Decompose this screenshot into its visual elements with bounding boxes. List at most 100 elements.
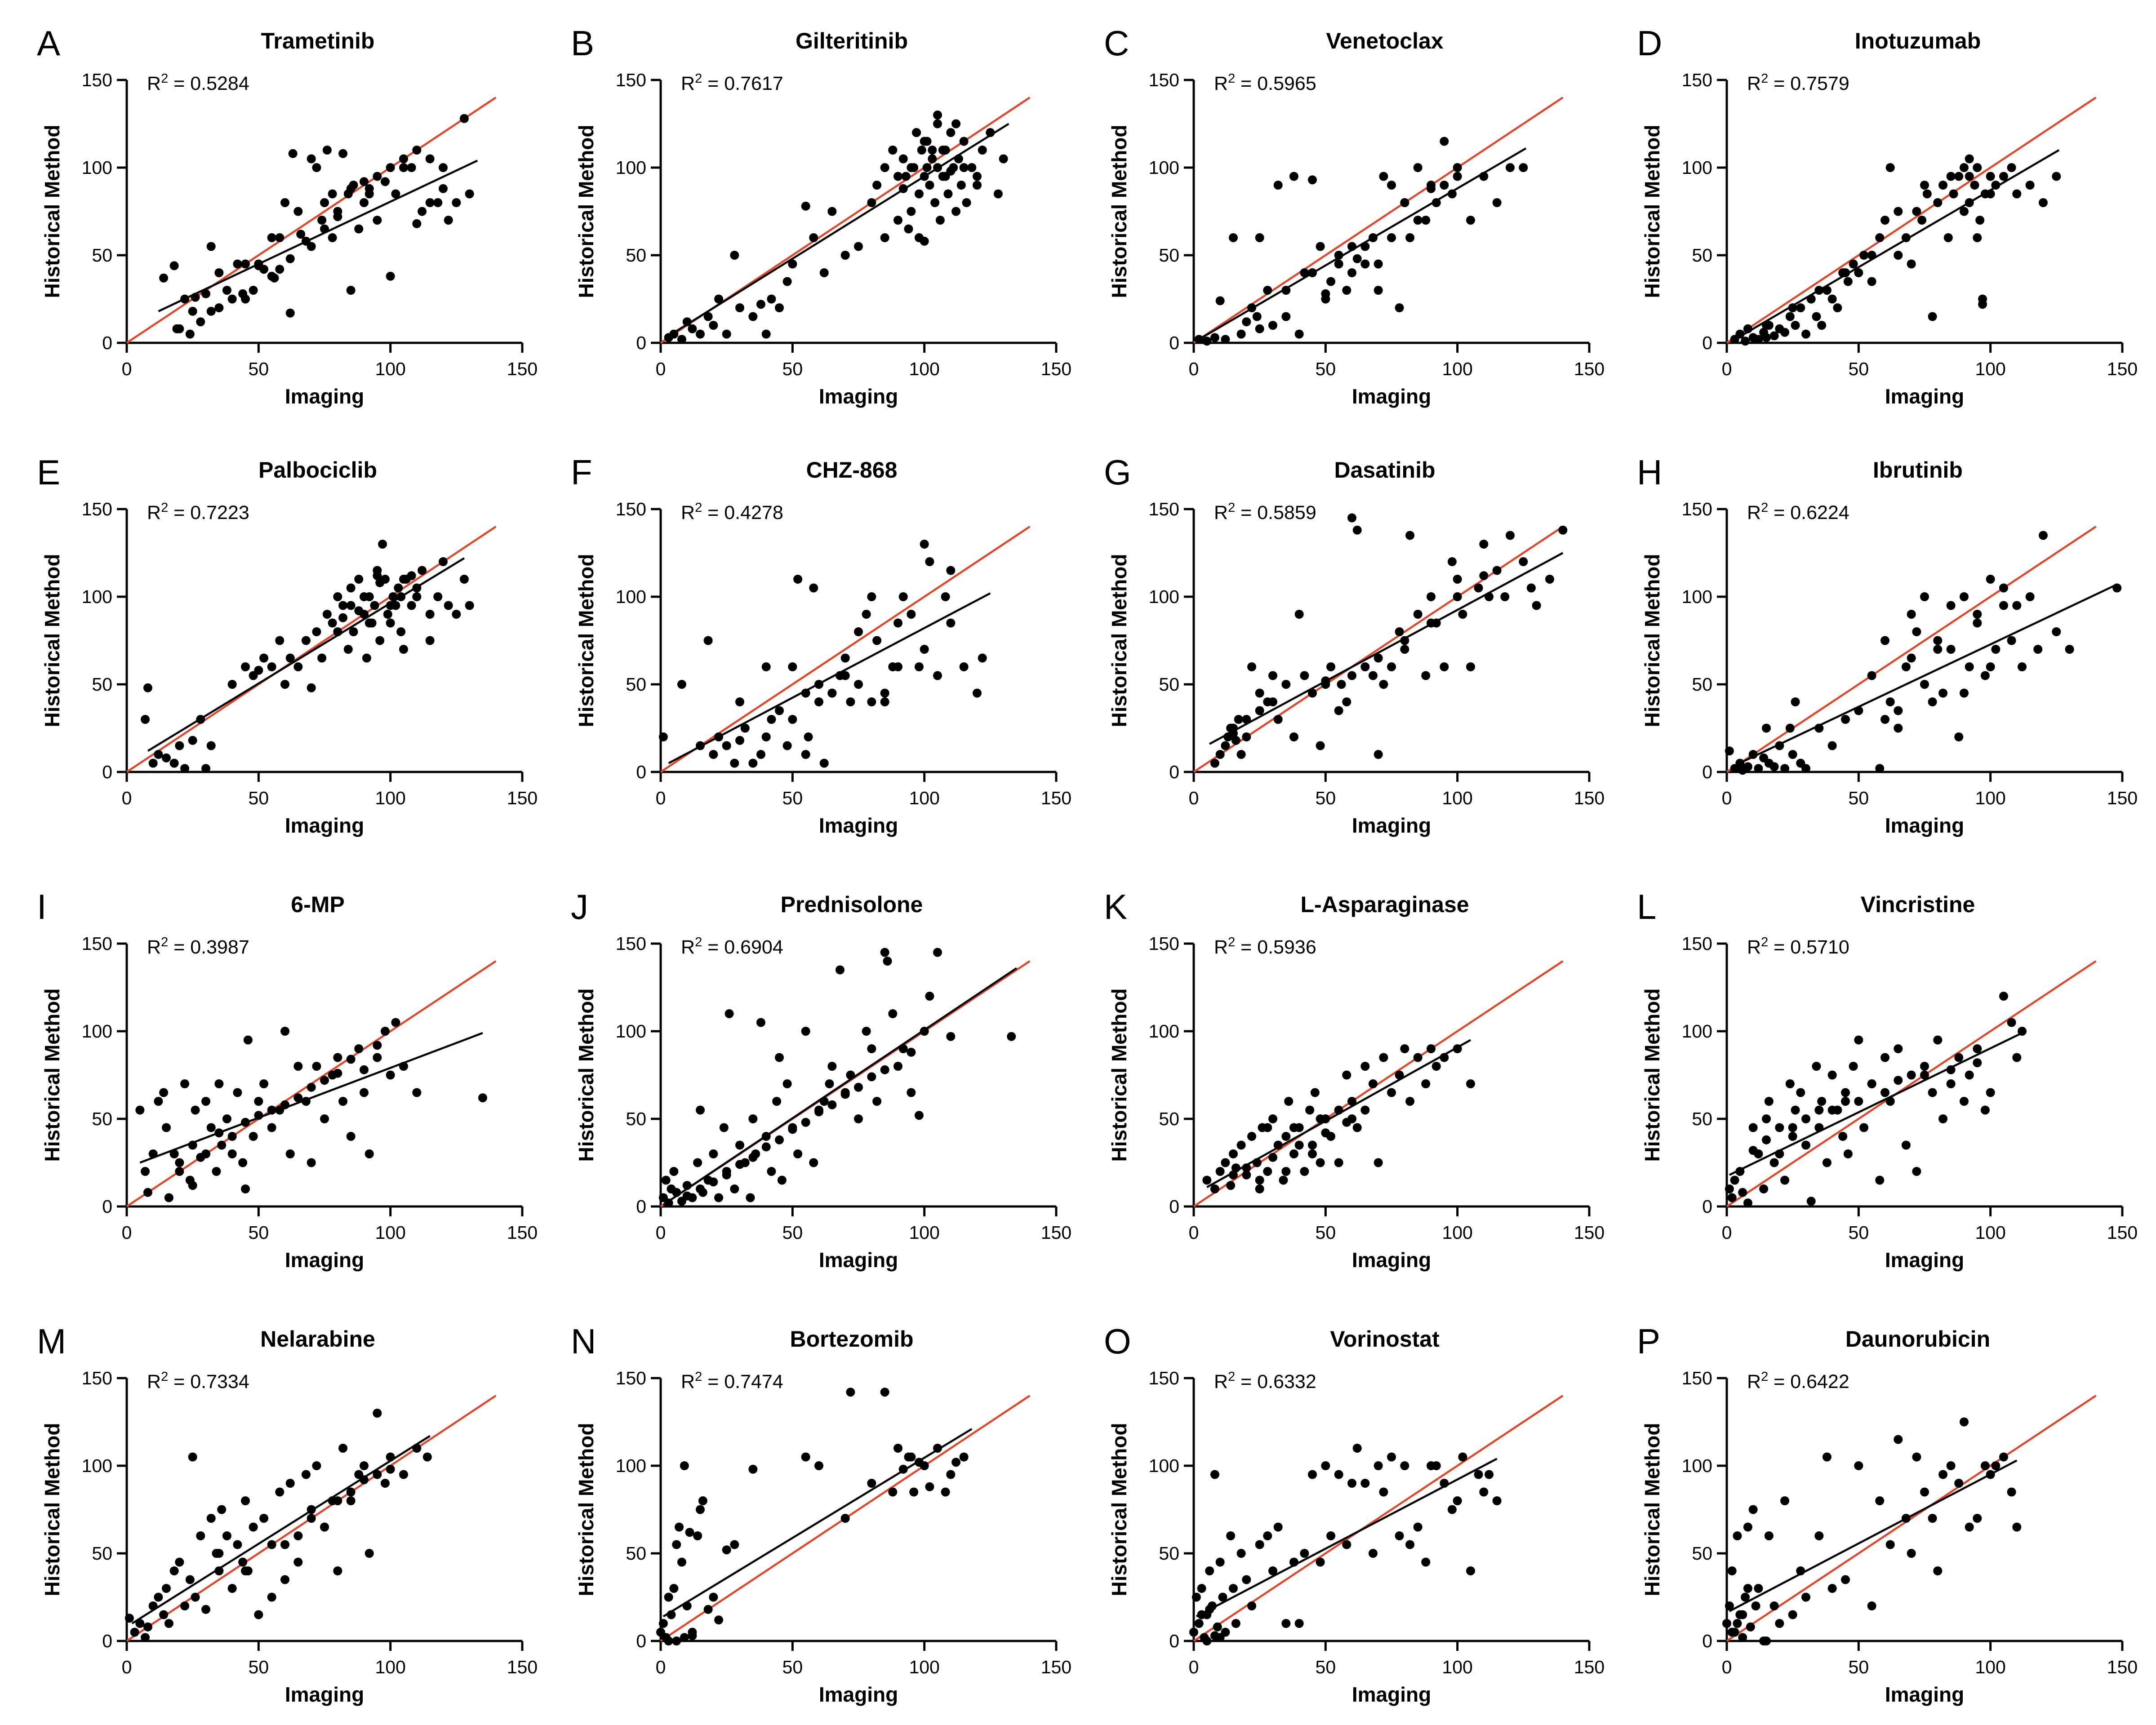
data-point [1875,1496,1885,1505]
r-squared-value: 0.6422 [1790,1371,1849,1392]
data-point [241,1117,250,1127]
data-points [658,540,987,768]
data-point [1334,706,1343,715]
y-tick-label: 50 [626,674,646,695]
data-point [1880,1088,1889,1097]
data-point [1242,715,1251,724]
data-point [1841,1088,1850,1097]
y-axis-title: Historical Method [40,989,64,1162]
panel-letter: G [1104,452,1131,492]
r-squared-value: 0.5710 [1790,936,1849,958]
data-point [439,557,448,566]
data-point [1221,741,1230,750]
data-point [912,128,921,137]
x-tick-label: 150 [1574,1222,1605,1243]
y-tick-label: 0 [636,1196,646,1217]
y-tick-label: 100 [1682,157,1712,178]
data-point [1368,671,1378,680]
data-point [1867,1079,1876,1088]
data-point [664,1636,673,1645]
data-point [322,146,332,155]
data-point [1894,1076,1903,1085]
data-point [196,715,205,724]
data-point [941,172,950,181]
data-point [1938,1470,1948,1479]
data-point [201,289,210,298]
r-squared-label: R2 = 0.3987 [147,935,249,958]
data-point [898,154,908,164]
y-tick-label: 50 [92,1543,112,1564]
data-point [730,1184,739,1193]
data-point [307,1514,316,1523]
data-point [1812,1062,1821,1071]
data-point [1814,1531,1824,1540]
data-point [1255,706,1264,715]
data-point [1933,198,1943,207]
data-point [907,1088,916,1097]
data-point [801,1117,810,1127]
data-point [1427,1044,1436,1053]
data-point [1907,1549,1916,1558]
data-point [267,1123,276,1132]
data-point [1912,1167,1921,1176]
data-point [1986,1088,1995,1097]
data-point [399,575,408,584]
data-point [933,119,942,129]
data-point [1754,1584,1763,1593]
data-point [909,1487,919,1497]
y-tick-label: 150 [82,70,112,90]
data-point [1822,286,1831,295]
data-point [801,1452,810,1462]
data-point [1316,1557,1325,1567]
data-point [360,1461,369,1470]
data-point [1946,172,1956,181]
data-point [682,1601,692,1610]
data-point [439,184,448,193]
r-squared-label: R2 = 0.7617 [681,71,783,94]
data-point [280,198,289,207]
data-point [1827,1105,1837,1115]
data-point [1867,671,1876,680]
data-point [280,1575,289,1584]
data-points [1725,992,2027,1208]
data-point [407,163,416,172]
y-tick-label: 0 [1169,333,1179,353]
y-tick-label: 150 [1682,933,1712,954]
data-point [1743,1198,1752,1208]
data-point [267,233,276,242]
data-point [1281,1132,1291,1141]
data-point [959,163,969,172]
data-point [1769,1158,1779,1167]
data-point [1236,1549,1246,1558]
data-point [943,189,953,199]
identity-line [1726,1395,2097,1642]
data-point [714,294,724,304]
data-point [1281,286,1291,295]
data-point [1854,706,1863,715]
data-point [1867,277,1876,286]
y-tick-label: 150 [616,499,646,519]
data-point [233,1540,242,1549]
data-point [894,172,902,181]
data-point [1841,715,1850,724]
data-point [338,601,348,610]
data-point [1210,333,1219,342]
data-point [365,1149,374,1158]
data-point [854,1114,863,1123]
data-point [1526,583,1536,593]
panel-letter: E [37,452,60,492]
data-point [1764,1531,1774,1540]
data-point [854,242,863,251]
data-point [1431,198,1441,207]
data-point [933,163,942,172]
data-point [293,1557,303,1567]
data-point [1308,1149,1317,1158]
data-point [214,268,224,277]
data-point [1885,697,1895,706]
data-point [425,610,435,619]
y-tick-label: 0 [636,1631,646,1651]
data-point [1466,216,1475,225]
panel-d: D Inotuzumab R2 = 0.7579 00 50 50 100 100 150 150… [1637,23,2138,408]
data-point [1205,1605,1214,1614]
data-point [249,286,258,295]
